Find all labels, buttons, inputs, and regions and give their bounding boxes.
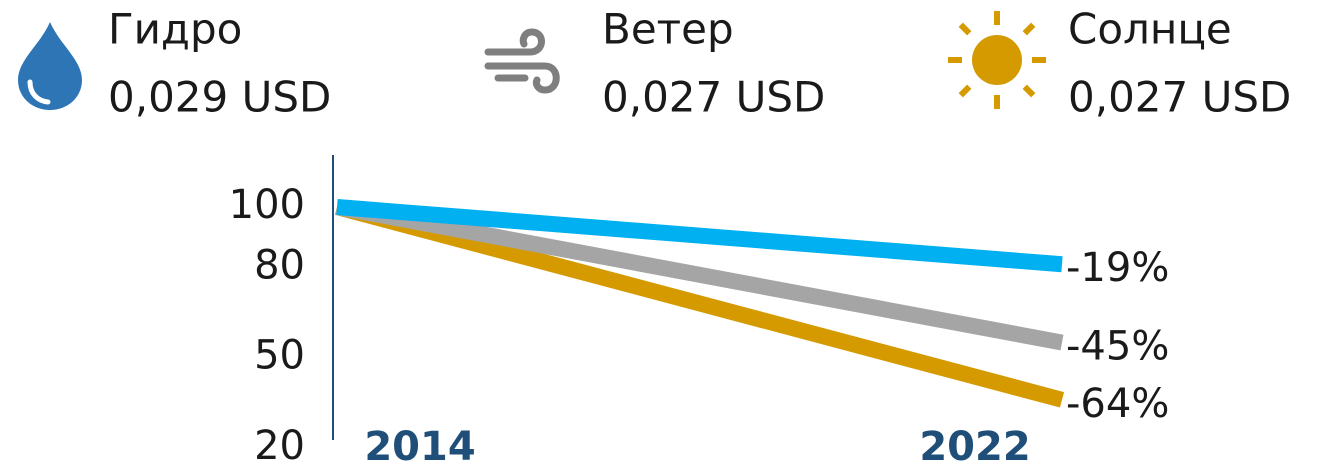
legend-price: 0,027 USD <box>602 73 825 122</box>
change-label: -19% <box>1066 245 1169 291</box>
water-drop-icon <box>18 22 82 110</box>
line <box>336 199 1063 273</box>
y-tick-label: 80 <box>254 242 305 288</box>
legend-name: Ветер <box>602 5 734 54</box>
y-tick-label: 20 <box>254 423 305 469</box>
x-tick-label: 2014 <box>364 424 475 470</box>
y-tick-label: 100 <box>229 182 305 228</box>
x-tick-label: 2022 <box>919 424 1030 470</box>
legend-price: 0,027 USD <box>1068 73 1291 122</box>
wind-icon <box>484 28 560 94</box>
legend-name: Солнце <box>1068 5 1232 54</box>
sun-icon <box>948 11 1046 109</box>
line <box>335 199 1064 351</box>
change-label: -64% <box>1066 381 1169 427</box>
change-label: -45% <box>1066 324 1169 370</box>
legend-name: Гидро <box>108 5 242 54</box>
legend-price: 0,029 USD <box>108 73 331 122</box>
y-tick-label: 50 <box>254 333 305 379</box>
line <box>334 199 1065 408</box>
